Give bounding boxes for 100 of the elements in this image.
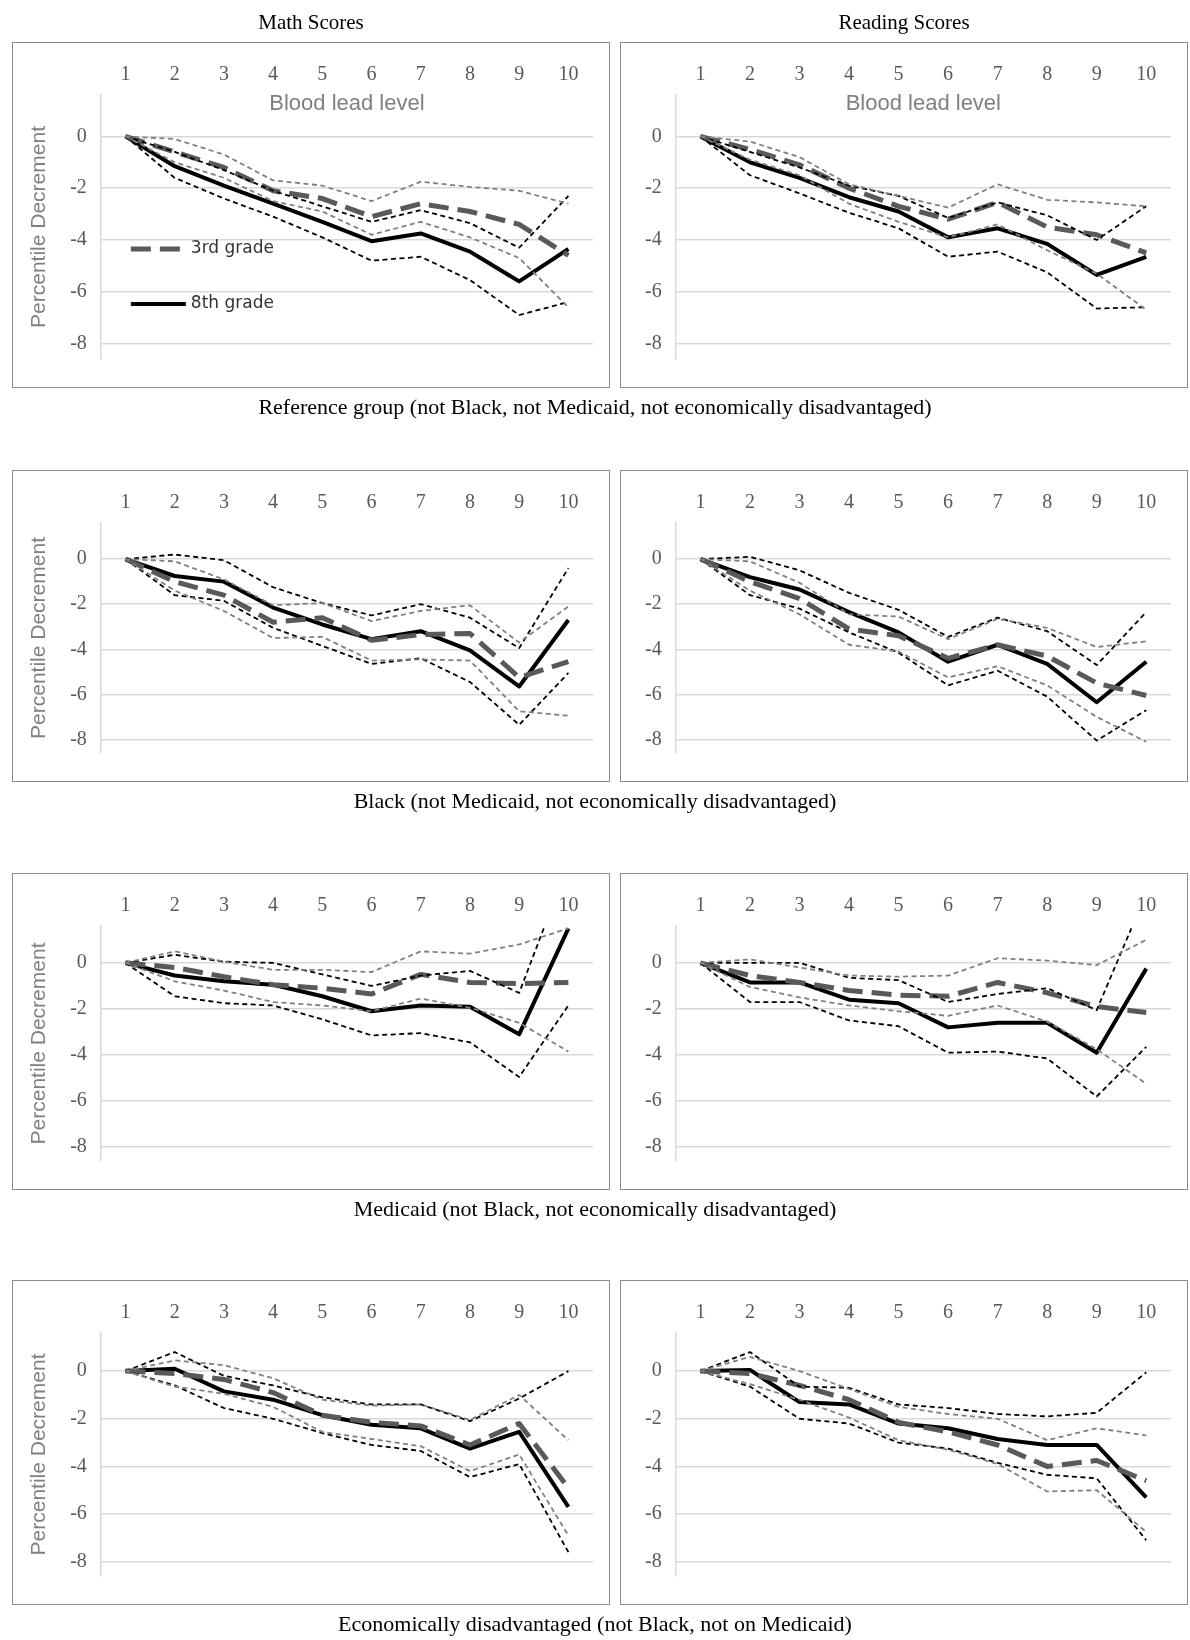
x-tick-label: 4 (844, 62, 855, 85)
x-tick-label: 6 (366, 1300, 377, 1323)
x-tick-label: 6 (366, 893, 377, 916)
x-tick-label: 5 (317, 893, 328, 916)
x-tick-label: 2 (744, 62, 755, 85)
x-tick-label: 1 (695, 893, 706, 916)
y-tick-label: 0 (651, 123, 662, 146)
x-tick-label: 1 (120, 1300, 131, 1323)
y-tick-label: 0 (651, 546, 662, 569)
x-tick-label: 4 (268, 62, 279, 85)
x-tick-label: 2 (169, 893, 180, 916)
x-tick-label: 3 (794, 1300, 805, 1323)
y-tick-label: -2 (644, 996, 662, 1019)
y-tick-label: 0 (76, 1358, 87, 1381)
y-tick-label: -4 (70, 1042, 87, 1065)
y-tick-label: -2 (70, 175, 87, 198)
x-tick-label: 5 (893, 62, 904, 85)
x-tick-label: 2 (744, 893, 755, 916)
y-tick-label: -4 (70, 227, 87, 250)
y-tick-label: -4 (70, 1453, 87, 1476)
x-tick-label: 7 (415, 490, 426, 513)
x-axis-title: Blood lead level (269, 90, 425, 116)
x-tick-label: 10 (1136, 62, 1157, 85)
x-tick-label: 8 (464, 893, 475, 916)
x-tick-label: 7 (992, 490, 1003, 513)
y-tick-label: 0 (76, 123, 87, 146)
x-tick-label: 3 (218, 893, 229, 916)
x-tick-label: 6 (366, 490, 377, 513)
y-tick-label: -8 (70, 726, 87, 749)
x-tick-label: 9 (1091, 62, 1102, 85)
text: Black (not Medicaid, not economically disadvantaged) (352, 788, 838, 814)
y-tick-label: -6 (644, 681, 662, 704)
text: Economically disadvantaged (not Black, not on Medicaid) (337, 1611, 853, 1637)
y-tick-label: -4 (644, 227, 662, 250)
y-tick-label: -4 (644, 1042, 662, 1065)
y-tick-label: 0 (76, 546, 87, 569)
y-tick-label: -2 (70, 996, 87, 1019)
x-tick-label: 4 (844, 893, 855, 916)
x-tick-label: 7 (415, 1300, 426, 1323)
x-tick-label: 5 (893, 1300, 904, 1323)
x-tick-label: 7 (992, 1300, 1003, 1323)
y-tick-label: -8 (70, 1134, 87, 1157)
x-tick-label: 7 (992, 62, 1003, 85)
y-tick-label: -6 (70, 278, 87, 301)
x-tick-label: 9 (1091, 490, 1102, 513)
legend-label: 3rd grade (190, 237, 275, 258)
x-tick-label: 7 (415, 62, 426, 85)
y-tick-label: -2 (644, 175, 662, 198)
x-tick-label: 6 (943, 490, 954, 513)
y-tick-label: -2 (644, 1406, 662, 1429)
x-tick-label: 1 (695, 490, 706, 513)
y-tick-label: -8 (644, 1134, 662, 1157)
x-tick-label: 3 (218, 62, 229, 85)
y-tick-label: -4 (644, 1453, 662, 1476)
x-tick-label: 3 (794, 893, 805, 916)
x-tick-label: 2 (169, 490, 180, 513)
x-tick-label: 10 (1136, 490, 1157, 513)
y-tick-label: -8 (70, 1548, 87, 1571)
x-tick-label: 10 (1136, 1300, 1157, 1323)
chart-title: Reading Scores (837, 10, 971, 35)
x-tick-label: 9 (514, 490, 525, 513)
x-tick-label: 8 (464, 1300, 475, 1323)
x-tick-label: 9 (1091, 1300, 1102, 1323)
y-tick-label: -4 (70, 636, 87, 659)
x-tick-label: 9 (514, 1300, 525, 1323)
text: Reference group (not Black, not Medicaid, not economically disadvantaged) (257, 394, 933, 420)
y-tick-label: -8 (70, 330, 87, 353)
x-tick-label: 2 (169, 62, 180, 85)
x-tick-label: 9 (514, 62, 525, 85)
x-tick-label: 2 (744, 490, 755, 513)
y-tick-label: -2 (70, 1406, 87, 1429)
x-tick-label: 7 (415, 893, 426, 916)
x-tick-label: 2 (744, 1300, 755, 1323)
x-axis-title: Blood lead level (845, 90, 1001, 116)
legend-label: 8th grade (190, 292, 274, 313)
x-tick-label: 5 (893, 893, 904, 916)
y-tick-label: 0 (76, 950, 87, 973)
x-tick-label: 6 (943, 1300, 954, 1323)
x-tick-label: 8 (1042, 490, 1053, 513)
y-tick-label: -6 (644, 1501, 662, 1524)
x-tick-label: 10 (558, 62, 579, 85)
x-tick-label: 8 (464, 490, 475, 513)
x-tick-label: 1 (695, 1300, 706, 1323)
x-tick-label: 10 (558, 1300, 579, 1323)
x-tick-label: 3 (218, 1300, 229, 1323)
x-tick-label: 1 (120, 893, 131, 916)
x-tick-label: 4 (268, 490, 279, 513)
x-tick-label: 5 (317, 490, 328, 513)
y-tick-label: -6 (70, 1501, 87, 1524)
x-tick-label: 4 (268, 893, 279, 916)
y-tick-label: -6 (70, 1088, 87, 1111)
x-tick-label: 8 (1042, 1300, 1053, 1323)
y-tick-label: -6 (644, 1088, 662, 1111)
x-tick-label: 10 (558, 893, 579, 916)
x-tick-label: 6 (943, 62, 954, 85)
text: Medicaid (not Black, not economically disadvantaged) (352, 1196, 838, 1222)
x-tick-label: 1 (120, 62, 131, 85)
y-tick-label: 0 (651, 950, 662, 973)
x-tick-label: 5 (317, 62, 328, 85)
x-tick-label: 8 (1042, 893, 1053, 916)
